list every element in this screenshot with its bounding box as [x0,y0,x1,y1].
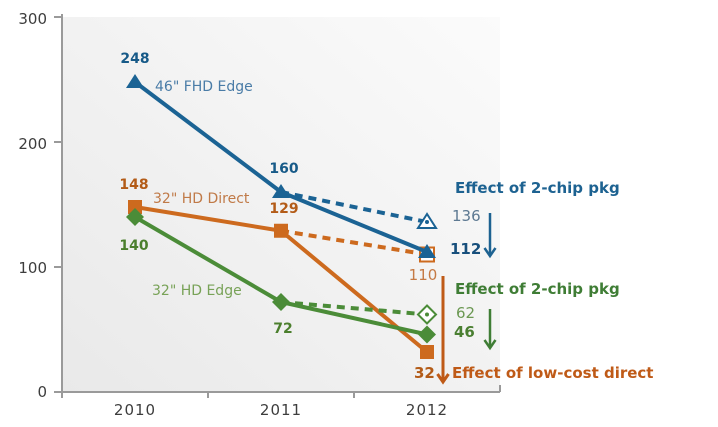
filled-diamond-marker [418,325,436,344]
series-label-32-hd-direct: 32" HD Direct [153,191,250,207]
filled-diamond-marker [126,208,144,226]
annotation-title-2chip-blue: Effect of 2-chip pkg [455,179,620,197]
filled-square-marker [128,200,142,214]
x-tick-label-2011: 2011 [259,401,303,419]
y-tick-label-100: 100 [18,259,47,277]
series-32-hd-edge [126,208,438,344]
dashed-branch-line [280,300,428,317]
value-label-248: 248 [120,51,150,67]
y-tick-label-0: 0 [37,383,47,401]
series-label-32-hd-edge: 32" HD Edge [152,283,242,299]
filled-triangle-marker [418,244,436,258]
series-46-fhd-edge [126,74,438,258]
filled-diamond-marker [272,293,290,311]
filled-square-marker [420,345,434,359]
filled-triangle-marker [126,74,144,88]
filled-triangle-marker [272,184,290,198]
short-down-arrow [483,309,497,351]
annotation-from-value-110: 110 [408,266,438,284]
y-tick-label-300: 300 [18,10,47,28]
filled-square-marker [274,223,288,238]
y-tick-label-200: 200 [18,135,47,153]
series-32-hd-direct [128,200,435,359]
x-tick-label-2012: 2012 [405,401,449,419]
value-label-129: 129 [269,201,299,217]
annotation-title-low-cost-direct: Effect of low-cost direct [452,364,654,382]
value-label-148: 148 [119,177,149,193]
long-down-arrow [436,276,450,385]
annotation-to-value-46: 46 [454,323,475,341]
annotation-to-value-112: 112 [450,240,482,258]
value-label-140: 140 [119,238,149,254]
marker-center-dot [425,220,429,224]
annotation-from-value-136: 136 [452,207,481,225]
marker-center-dot [425,312,429,317]
x-tick-label-2010: 2010 [113,401,157,419]
annotation-from-value-62: 62 [456,304,476,322]
annotation-to-value-32: 32 [414,364,435,382]
short-down-arrow [483,213,497,259]
value-label-72: 72 [273,321,293,337]
value-label-160: 160 [269,161,299,177]
dashed-branch-line [280,190,428,224]
series-label-46-fhd-edge: 46" FHD Edge [155,79,253,95]
annotation-title-2chip-green: Effect of 2-chip pkg [455,280,620,298]
dashed-branch-line [280,228,428,257]
axes [54,14,501,398]
